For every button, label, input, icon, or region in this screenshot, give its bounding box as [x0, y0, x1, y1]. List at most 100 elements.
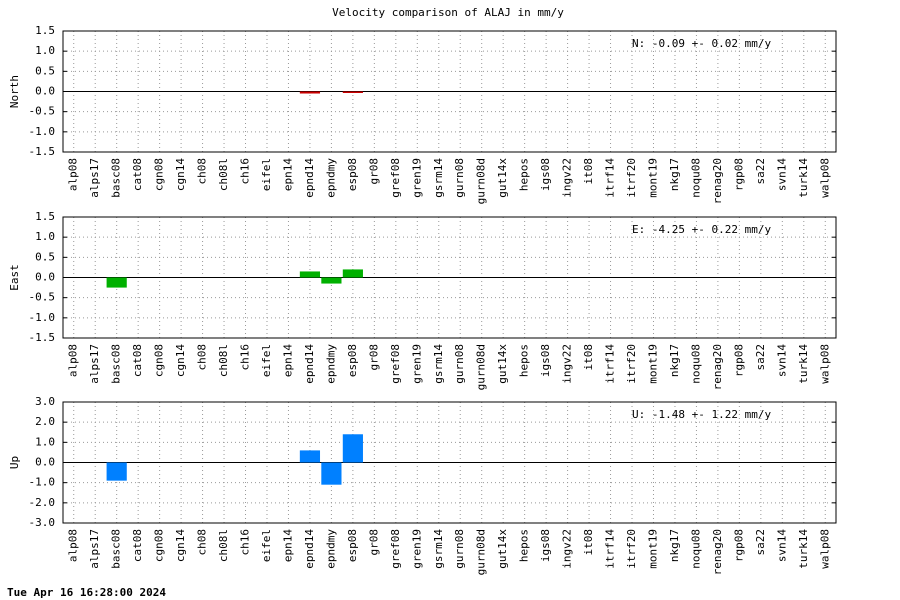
x-tick-label: cat08	[131, 158, 144, 191]
x-tick-label: esp08	[346, 344, 359, 377]
y-tick-label: 0.5	[35, 64, 55, 77]
x-tick-label: epndmy	[324, 344, 337, 384]
annotation: E: -4.25 +- 0.22 mm/y	[632, 223, 771, 236]
x-tick-label: alp08	[67, 158, 80, 191]
x-tick-label: walp08	[818, 158, 831, 198]
x-tick-label: gref08	[389, 344, 402, 384]
x-tick-label: svn14	[775, 344, 788, 377]
x-tick-label: renag20	[711, 529, 724, 575]
x-tick-label: gr08	[367, 158, 380, 185]
plot-frame	[62, 401, 837, 524]
x-tick-label: nkg17	[668, 344, 681, 377]
y-tick-label: 0.0	[35, 456, 55, 469]
x-tick-label: cgn14	[174, 529, 187, 562]
x-tick-label: gren19	[410, 344, 423, 384]
y-tick-label: 1.5	[35, 210, 55, 223]
x-tick-label: turk14	[797, 529, 810, 569]
x-tick-label: it08	[582, 344, 595, 371]
y-tick-label: 1.5	[35, 24, 55, 37]
x-tick-label: gurn08	[453, 158, 466, 198]
x-tick-label: ch08	[196, 344, 209, 371]
x-tick-label: cgn08	[153, 344, 166, 377]
x-tick-label: nkg17	[668, 158, 681, 191]
y-tick-label: 0.0	[35, 85, 55, 98]
x-tick-label: eifel	[260, 529, 273, 562]
x-tick-label: noqu08	[689, 158, 702, 198]
x-tick-label: it08	[582, 529, 595, 556]
x-tick-label: it08	[582, 158, 595, 185]
x-tick-label: turk14	[797, 344, 810, 384]
x-tick-label: alps17	[88, 158, 101, 198]
y-tick-label: 0.5	[35, 250, 55, 263]
x-tick-label: rgp08	[732, 158, 745, 191]
x-tick-label: hepos	[518, 344, 531, 377]
y-tick-label: 1.0	[35, 44, 55, 57]
x-tick-label: gsrm14	[432, 344, 445, 384]
bar	[299, 91, 321, 94]
x-tick-label: ch16	[239, 529, 252, 556]
x-tick-label: gr08	[367, 344, 380, 371]
y-tick-label: 2.0	[35, 415, 55, 428]
x-tick-label: alp08	[67, 529, 80, 562]
x-tick-label: ch08l	[217, 529, 230, 562]
x-tick-label: noqu08	[689, 344, 702, 384]
x-tick-label: alps17	[88, 344, 101, 384]
x-tick-label: cgn14	[174, 344, 187, 377]
x-tick-label: igs08	[539, 529, 552, 562]
x-tick-label: epndmy	[324, 529, 337, 569]
x-tick-label: epnd14	[303, 158, 316, 198]
x-tick-label: gren19	[410, 529, 423, 569]
x-tick-label: gut14x	[496, 344, 509, 384]
chart-title: Velocity comparison of ALAJ in mm/y	[332, 6, 564, 19]
bar	[106, 277, 127, 288]
x-tick-label: esp08	[346, 529, 359, 562]
y-tick-label: 1.0	[35, 435, 55, 448]
y-tick-label: 1.0	[35, 230, 55, 243]
plot-frame	[62, 216, 837, 339]
x-tick-label: epn14	[281, 344, 294, 377]
x-tick-label: ch16	[239, 344, 252, 371]
x-tick-label: rgp08	[732, 529, 745, 562]
x-tick-label: cgn08	[153, 529, 166, 562]
bar	[342, 269, 363, 278]
bar	[321, 277, 342, 284]
bar	[106, 462, 127, 481]
x-tick-label: gsrm14	[432, 529, 445, 569]
y-axis-label: Up	[8, 456, 21, 469]
x-tick-label: epn14	[281, 529, 294, 562]
x-tick-label: eifel	[260, 344, 273, 377]
x-tick-label: eifel	[260, 158, 273, 191]
x-tick-label: gurn08	[453, 529, 466, 569]
x-tick-label: itrf14	[604, 158, 617, 198]
x-tick-label: igs08	[539, 158, 552, 191]
x-tick-label: cat08	[131, 529, 144, 562]
x-tick-label: mont19	[646, 344, 659, 384]
x-tick-label: alp08	[67, 344, 80, 377]
y-tick-label: 3.0	[35, 395, 55, 408]
x-tick-label: gurn08d	[475, 344, 488, 390]
bar	[342, 91, 363, 93]
y-tick-label: -0.5	[29, 105, 56, 118]
x-tick-label: hepos	[518, 529, 531, 562]
x-tick-label: itrf20	[625, 529, 638, 569]
timestamp: Tue Apr 16 16:28:00 2024	[7, 586, 166, 599]
x-tick-label: nkg17	[668, 529, 681, 562]
x-tick-label: basc08	[110, 344, 123, 384]
y-tick-label: -2.0	[29, 496, 56, 509]
x-tick-label: ch08	[196, 529, 209, 556]
x-tick-label: alps17	[88, 529, 101, 569]
x-tick-label: walp08	[818, 344, 831, 384]
plot-frame	[62, 30, 837, 153]
annotation: N: -0.09 +- 0.02 mm/y	[632, 37, 771, 50]
x-tick-label: gurn08	[453, 344, 466, 384]
x-tick-label: itrf14	[604, 529, 617, 569]
x-tick-label: gut14x	[496, 529, 509, 569]
x-tick-label: ch08	[196, 158, 209, 185]
y-tick-label: -1.0	[29, 311, 56, 324]
x-tick-label: ch08l	[217, 158, 230, 191]
bar	[299, 450, 321, 463]
x-tick-label: renag20	[711, 158, 724, 204]
x-tick-label: itrf20	[625, 344, 638, 384]
